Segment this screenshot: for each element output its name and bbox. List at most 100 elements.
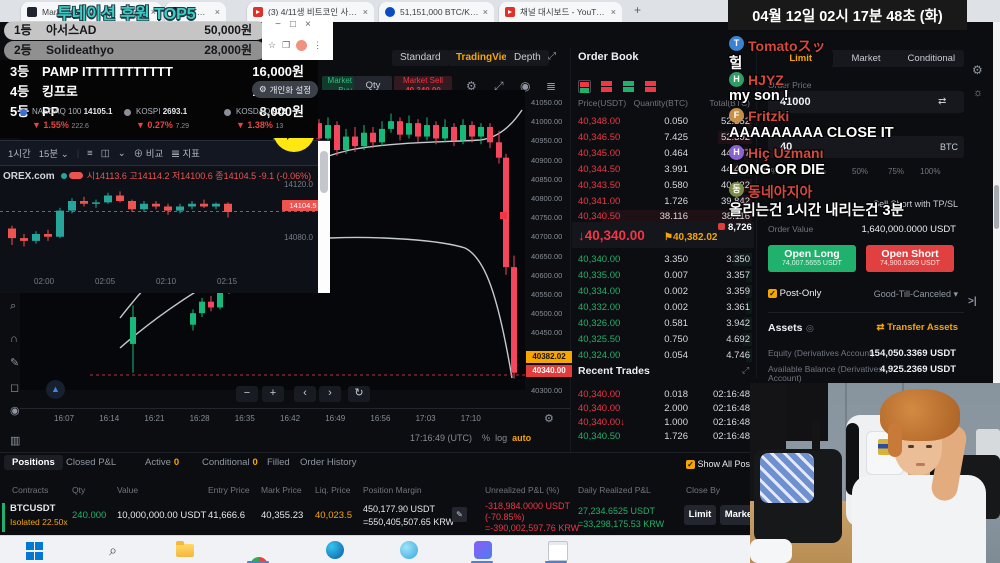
show-all-positions-row[interactable]: ✓ Show All Positions bbox=[686, 459, 771, 469]
positions-tab-conditional[interactable]: Conditional 0 bbox=[202, 457, 258, 468]
positions-tab-filled[interactable]: Filled bbox=[267, 457, 290, 468]
transfer-assets-button[interactable]: ⇄ Transfer Assets bbox=[876, 322, 958, 333]
recent-trades-expand-icon[interactable]: ⤢ bbox=[742, 365, 750, 375]
brightness-icon[interactable]: ☼ bbox=[973, 87, 984, 99]
post-only-row[interactable]: ✓ Post-Only bbox=[768, 288, 821, 299]
orderbook-row[interactable]: 40,334.00 0.002 3.359 bbox=[572, 285, 754, 298]
eye-icon[interactable]: ◉ bbox=[10, 405, 20, 417]
qty-percent-label[interactable]: 10% bbox=[762, 167, 779, 176]
qty-percent-label[interactable]: 25% bbox=[810, 167, 827, 176]
kebab-menu-icon[interactable]: ⋮ bbox=[313, 40, 323, 50]
pencil-icon[interactable]: ✎ bbox=[10, 357, 20, 369]
positions-tab-positions[interactable]: Positions bbox=[4, 455, 63, 470]
browser-tab[interactable]: 51,151,000 BTC/KRW × bbox=[378, 2, 494, 22]
positions-tab-order-history[interactable]: Order History bbox=[300, 457, 357, 468]
qty-percent-label[interactable]: 100% bbox=[920, 167, 941, 176]
positions-tab-closed-p-l[interactable]: Closed P&L bbox=[66, 457, 117, 468]
timeframe-15m-button[interactable]: 15분 ⌄ bbox=[38, 149, 69, 160]
book-buy-icon[interactable] bbox=[622, 80, 635, 93]
trash-icon[interactable]: ▥ bbox=[10, 435, 21, 447]
start-icon[interactable] bbox=[26, 541, 44, 560]
qty-percent-label[interactable]: 75% bbox=[888, 167, 905, 176]
magnet-icon[interactable]: ∩ bbox=[10, 333, 18, 345]
edit-margin-icon[interactable]: ✎ bbox=[452, 507, 467, 522]
orderbook-row[interactable]: 40,346.50 7.425 52.302 bbox=[572, 131, 754, 144]
orderbook-row[interactable]: 40,332.00 0.002 3.361 bbox=[572, 301, 754, 314]
orderbook-row[interactable]: 40,325.50 0.750 4.692 bbox=[572, 333, 754, 346]
personalize-settings-button[interactable]: ⚙ 개인화 설정 bbox=[252, 81, 318, 98]
bar-style-icon[interactable]: ≡ bbox=[87, 147, 93, 159]
orderbook-row[interactable]: 40,324.00 0.054 4.746 bbox=[572, 349, 754, 362]
orderbook-row[interactable]: 40,344.50 3.991 44.413 bbox=[572, 163, 754, 176]
collapse-panel-icon[interactable]: >| bbox=[968, 296, 977, 307]
post-only-checkbox[interactable]: ✓ bbox=[768, 289, 777, 298]
widget-scrollbar[interactable] bbox=[318, 141, 330, 293]
timeframe-1h-button[interactable]: 1시간 bbox=[8, 149, 31, 160]
browser-tab[interactable]: 채널 대시보드 - YouTube Studio× bbox=[498, 2, 622, 22]
order-price-input[interactable] bbox=[768, 91, 964, 113]
zoom-in-button[interactable]: + bbox=[262, 386, 284, 402]
gear-icon[interactable]: ⚙ bbox=[466, 79, 477, 93]
camera-icon[interactable]: ◉ bbox=[520, 79, 531, 93]
book-red-icon[interactable] bbox=[644, 80, 657, 93]
browser-tab[interactable]: Market Overvie × bbox=[20, 2, 162, 22]
positions-tab-active[interactable]: Active 0 bbox=[145, 457, 180, 468]
open-long-button[interactable]: Open Long 74,007.5655 USDT bbox=[768, 245, 856, 272]
use-last-price-icon[interactable]: ⇄ bbox=[938, 96, 947, 107]
orderbook-row[interactable]: 40,326.00 0.581 3.942 bbox=[572, 317, 754, 330]
app-purple-icon[interactable] bbox=[474, 541, 492, 559]
candle-style-icon[interactable]: ◫ bbox=[100, 147, 110, 159]
orderbook-row[interactable]: 40,340.50 38.116 38.116 bbox=[572, 210, 754, 223]
zoom-out-button[interactable]: − bbox=[236, 386, 258, 402]
scroll-right-button[interactable]: › bbox=[319, 386, 341, 402]
log-scale-button[interactable]: log bbox=[495, 433, 508, 443]
qty-percent-label[interactable]: 50% bbox=[852, 167, 869, 176]
orderbook-row[interactable]: 40,345.000.46444.877 bbox=[572, 147, 754, 160]
time-in-force-select[interactable]: Good-Till-Canceled ▾ bbox=[873, 289, 958, 299]
close-limit-button[interactable]: Limit bbox=[684, 505, 716, 525]
reset-view-button[interactable]: ↻ bbox=[348, 386, 370, 402]
open-short-button[interactable]: Open Short 74,900.6369 USDT bbox=[866, 245, 954, 272]
orderbook-row[interactable]: 40,341.00 1.726 39.842 bbox=[572, 195, 754, 208]
order-tab-limit[interactable]: Limit bbox=[768, 50, 834, 67]
compare-button[interactable]: ⊕ 비교 bbox=[133, 149, 164, 160]
sell-tpsl-label[interactable]: Sell Short with TP/SL bbox=[873, 199, 958, 209]
view-tab-depth[interactable]: Depth bbox=[506, 50, 549, 66]
position-contract[interactable]: BTCUSDT bbox=[10, 503, 56, 514]
search-icon[interactable]: ⌕ bbox=[109, 542, 117, 558]
tab-close-icon[interactable]: × bbox=[482, 7, 488, 17]
gear-icon[interactable]: ⚙ bbox=[972, 63, 983, 77]
view-tab-standard[interactable]: Standard bbox=[392, 50, 449, 66]
window-controls[interactable]: −□× bbox=[262, 19, 333, 30]
close-button[interactable]: × bbox=[305, 19, 320, 30]
expand-icon[interactable]: ⤢ bbox=[494, 79, 504, 93]
maximize-button[interactable]: □ bbox=[289, 19, 306, 30]
profile-avatar[interactable] bbox=[296, 40, 308, 51]
zoom-in-icon[interactable]: ⌕ bbox=[10, 300, 17, 312]
order-tab-market[interactable]: Market bbox=[851, 53, 881, 64]
fullscreen-icon[interactable]: ⤢ bbox=[548, 51, 556, 62]
chart-style-caret-icon[interactable]: ⌄ bbox=[117, 147, 126, 159]
orderbook-row[interactable]: 40,335.00 0.007 3.357 bbox=[572, 269, 754, 282]
page-scrollbar[interactable] bbox=[993, 22, 1000, 535]
bookmark-star-icon[interactable]: ☆ bbox=[268, 40, 277, 50]
minimize-button[interactable]: − bbox=[275, 19, 290, 30]
order-qty-input[interactable] bbox=[768, 136, 964, 158]
orderbook-row[interactable]: 40,340.00 3.350 3.350 bbox=[572, 253, 754, 266]
browser-tab[interactable]: BTCUSDT | B× bbox=[164, 2, 226, 22]
percent-scale-button[interactable]: % bbox=[482, 433, 491, 443]
order-tab-conditional[interactable]: Conditional bbox=[907, 53, 956, 64]
tab-close-icon[interactable]: × bbox=[610, 7, 616, 17]
chart-footer[interactable]: 17:16:49 (UTC) % log auto bbox=[410, 433, 531, 443]
side-panel-icon[interactable]: ❐ bbox=[282, 40, 291, 50]
axis-settings-icon[interactable]: ⚙ bbox=[544, 413, 554, 425]
tab-close-icon[interactable]: × bbox=[214, 7, 220, 17]
tab-close-icon[interactable]: × bbox=[150, 7, 156, 17]
notes-icon[interactable] bbox=[548, 541, 568, 561]
folder-icon[interactable] bbox=[176, 541, 194, 557]
book-both-icon[interactable] bbox=[578, 80, 591, 93]
scrollbar-thumb[interactable] bbox=[994, 185, 999, 229]
tab-close-icon[interactable]: × bbox=[362, 7, 368, 17]
widget-scroll-thumb[interactable] bbox=[320, 151, 328, 193]
